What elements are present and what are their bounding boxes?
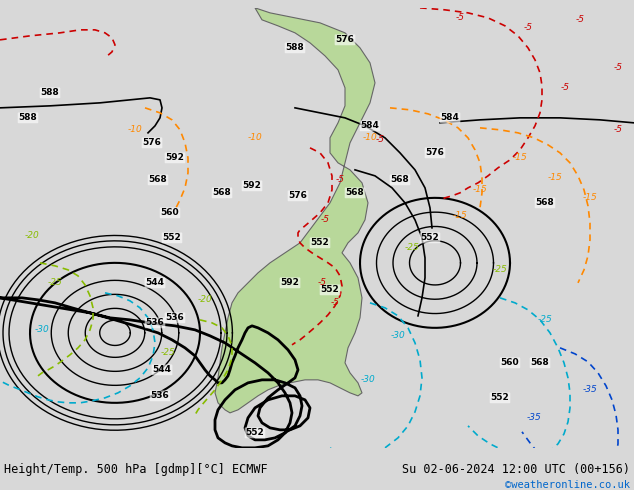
- Text: -20: -20: [198, 295, 212, 304]
- Text: -10: -10: [248, 133, 262, 143]
- Text: 560: 560: [160, 208, 179, 218]
- Text: 588: 588: [18, 113, 37, 122]
- Text: -25: -25: [160, 348, 176, 357]
- Text: 536: 536: [151, 392, 169, 400]
- Text: 552: 552: [321, 285, 339, 294]
- Text: ©weatheronline.co.uk: ©weatheronline.co.uk: [505, 480, 630, 490]
- Text: -5: -5: [614, 125, 623, 134]
- Text: -15: -15: [583, 194, 597, 202]
- Text: -15: -15: [472, 185, 488, 195]
- Text: 584: 584: [361, 122, 379, 130]
- Text: 576: 576: [143, 138, 162, 147]
- Text: -15: -15: [513, 153, 527, 162]
- Text: 536: 536: [146, 318, 164, 327]
- Text: 560: 560: [501, 358, 519, 368]
- Text: -5: -5: [335, 175, 344, 184]
- Text: -5: -5: [321, 215, 330, 224]
- Text: -25: -25: [48, 278, 62, 287]
- Text: 552: 552: [491, 393, 509, 402]
- Text: -30: -30: [391, 331, 405, 341]
- Text: -20: -20: [25, 231, 39, 241]
- Text: -5: -5: [318, 278, 327, 287]
- Text: Su 02-06-2024 12:00 UTC (00+156): Su 02-06-2024 12:00 UTC (00+156): [402, 464, 630, 476]
- Text: 568: 568: [346, 188, 365, 197]
- Text: 568: 568: [391, 175, 410, 184]
- Text: 588: 588: [41, 88, 60, 98]
- Text: 576: 576: [335, 35, 354, 45]
- Text: -5: -5: [524, 24, 533, 32]
- Text: -15: -15: [453, 211, 467, 220]
- Text: -5: -5: [576, 15, 585, 24]
- Text: 592: 592: [281, 278, 299, 287]
- Text: -35: -35: [527, 414, 541, 422]
- Text: 576: 576: [288, 192, 307, 200]
- Text: -30: -30: [361, 375, 375, 384]
- Text: 568: 568: [531, 358, 550, 368]
- Text: -5: -5: [614, 63, 623, 73]
- Text: 584: 584: [441, 113, 460, 122]
- Text: 568: 568: [212, 188, 231, 197]
- Text: 536: 536: [165, 313, 184, 322]
- Text: -10: -10: [127, 125, 143, 134]
- Text: -35: -35: [583, 385, 597, 394]
- Text: 568: 568: [148, 175, 167, 184]
- Text: 568: 568: [536, 198, 554, 207]
- Text: 544: 544: [153, 366, 172, 374]
- Text: 576: 576: [425, 148, 444, 157]
- Text: -15: -15: [548, 173, 562, 182]
- Text: 588: 588: [286, 43, 304, 52]
- Text: -5: -5: [330, 298, 339, 307]
- Text: 592: 592: [165, 153, 184, 162]
- Text: 552: 552: [311, 238, 330, 247]
- Text: -25: -25: [493, 266, 507, 274]
- Text: Height/Temp. 500 hPa [gdmp][°C] ECMWF: Height/Temp. 500 hPa [gdmp][°C] ECMWF: [4, 464, 268, 476]
- Text: 552: 552: [163, 233, 181, 243]
- Text: 544: 544: [145, 278, 164, 287]
- Text: 592: 592: [243, 181, 261, 190]
- Text: 552: 552: [420, 233, 439, 243]
- Text: -25: -25: [404, 244, 419, 252]
- Text: -5: -5: [375, 135, 384, 145]
- Text: -5: -5: [455, 13, 465, 23]
- Polygon shape: [215, 8, 375, 413]
- Text: -30: -30: [35, 325, 49, 334]
- Text: 552: 552: [245, 428, 264, 438]
- Text: -25: -25: [538, 316, 552, 324]
- Text: -10: -10: [363, 133, 377, 143]
- Text: -5: -5: [560, 83, 569, 92]
